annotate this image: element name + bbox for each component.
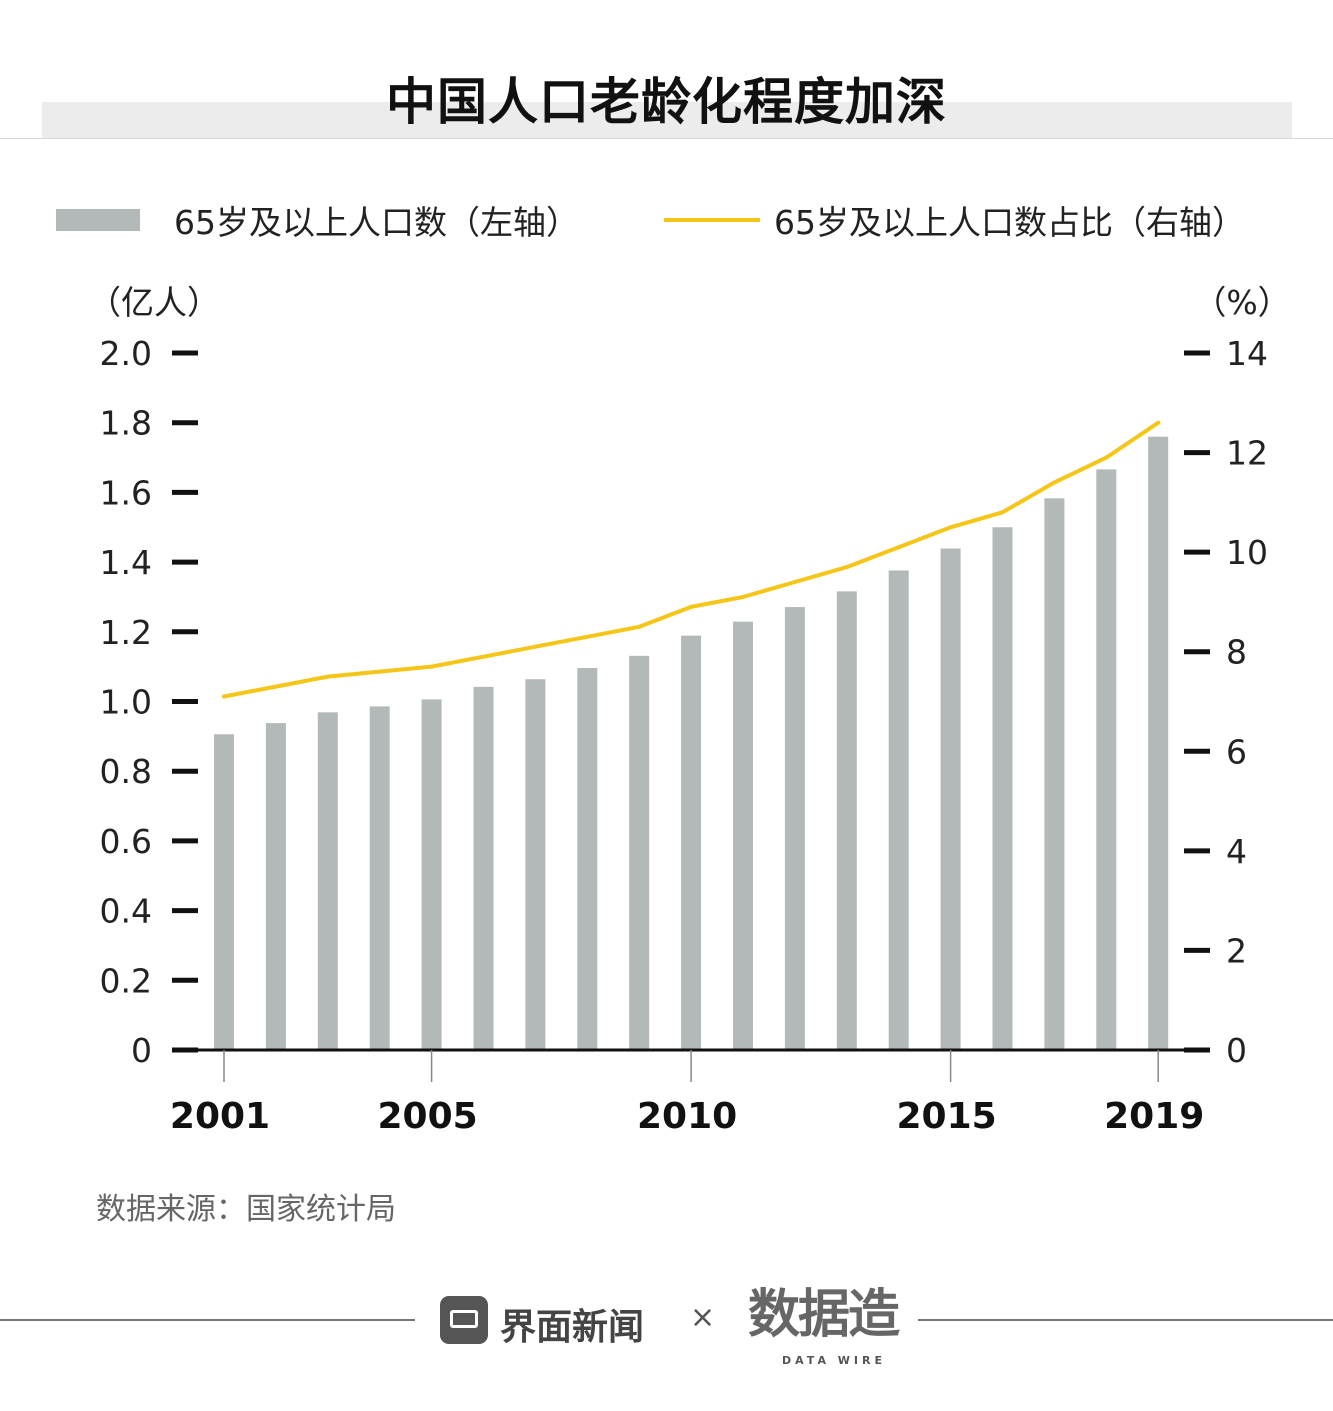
title-band — [42, 102, 1292, 138]
share-point-2002 — [273, 684, 278, 689]
left-tick-label: 0 — [131, 1031, 152, 1070]
bar-2011 — [733, 621, 753, 1050]
bar-2007 — [525, 679, 546, 1050]
x-tick-label: 2010 — [637, 1096, 737, 1137]
bar-2003 — [317, 712, 338, 1050]
share-point-2009 — [637, 624, 642, 629]
bar-2014 — [888, 570, 909, 1050]
share-point-2017 — [1052, 480, 1057, 485]
left-tick-label: 1.4 — [100, 543, 152, 582]
right-tick-label: 4 — [1226, 832, 1247, 871]
jiemian-logo-icon — [440, 1296, 488, 1344]
share-point-2013 — [844, 565, 849, 570]
share-point-2008 — [585, 634, 590, 639]
right-tick-label: 14 — [1226, 334, 1268, 373]
footer-separator: × — [690, 1300, 716, 1335]
legend-bar-series: 65岁及以上人口数（左轴） — [56, 196, 579, 244]
left-tick-label: 1.8 — [100, 404, 152, 443]
x-tick-label: 2015 — [896, 1096, 996, 1137]
share-point-2014 — [896, 545, 901, 550]
right-tick-label: 6 — [1226, 732, 1247, 771]
share-point-2015 — [948, 525, 953, 530]
bar-2016 — [992, 527, 1013, 1050]
share-point-2012 — [792, 580, 797, 585]
share-point-2018 — [1104, 455, 1109, 460]
bar-2015 — [940, 548, 961, 1050]
bar-2006 — [473, 686, 494, 1050]
share-point-2003 — [325, 674, 330, 679]
bar-2004 — [369, 706, 390, 1050]
footer-brand: 界面新闻 — [500, 1307, 645, 1348]
legend-bar-label: 65岁及以上人口数（左轴） — [174, 203, 579, 242]
right-tick-label: 0 — [1226, 1031, 1247, 1070]
left-tick-label: 1.0 — [100, 683, 152, 722]
right-tick-label: 10 — [1226, 533, 1268, 572]
bar-2010 — [681, 635, 702, 1050]
share-point-2006 — [481, 654, 486, 659]
legend-line-swatch — [664, 218, 760, 222]
right-tick-label: 12 — [1226, 434, 1268, 473]
share-point-2011 — [741, 594, 745, 599]
legend-line-label: 65岁及以上人口数占比（右轴） — [774, 203, 1245, 242]
chart-title: 中国人口老龄化程度加深 — [386, 73, 947, 131]
footer-divider-left — [0, 1319, 415, 1321]
bar-2002 — [265, 723, 286, 1050]
share-point-2010 — [689, 604, 694, 609]
bar-2019 — [1148, 436, 1169, 1050]
datawire-logo: 数据造 — [748, 1285, 900, 1345]
datawire-logo-sub: DATA WIRE — [782, 1354, 886, 1367]
bar-2012 — [784, 607, 805, 1050]
bar-2008 — [577, 668, 598, 1050]
share-point-2001 — [222, 694, 226, 699]
x-tick-label: 2019 — [1104, 1096, 1204, 1137]
x-tick-label: 2001 — [170, 1096, 270, 1137]
right-tick-label: 2 — [1226, 931, 1247, 970]
legend-bar-swatch — [56, 209, 140, 231]
share-point-2004 — [377, 669, 382, 674]
data-source: 数据来源：国家统计局 — [96, 1192, 396, 1227]
bar-2009 — [629, 655, 650, 1050]
legend-line-series: 65岁及以上人口数占比（右轴） — [664, 196, 1245, 244]
bar-2013 — [836, 591, 857, 1050]
footer-divider-right — [918, 1319, 1333, 1321]
left-tick-label: 0.4 — [100, 892, 152, 931]
left-tick-label: 0.6 — [100, 822, 152, 861]
title-divider — [0, 138, 1333, 139]
right-axis-unit: （%） — [1193, 283, 1290, 322]
bar-2018 — [1096, 469, 1117, 1050]
left-tick-label: 1.6 — [100, 473, 152, 512]
share-point-2016 — [1000, 510, 1005, 515]
bar-2017 — [1044, 498, 1065, 1051]
bar-2005 — [421, 699, 442, 1050]
share-point-2005 — [429, 664, 434, 669]
left-tick-label: 0.2 — [100, 961, 152, 1000]
right-tick-label: 8 — [1226, 633, 1247, 672]
share-point-2007 — [533, 644, 538, 649]
left-tick-label: 1.2 — [100, 613, 152, 652]
bar-2001 — [214, 734, 234, 1050]
left-tick-label: 2.0 — [100, 334, 152, 373]
left-tick-label: 0.8 — [100, 752, 152, 791]
share-point-2019 — [1156, 420, 1161, 425]
left-axis-unit: （亿人） — [88, 283, 220, 322]
x-tick-label: 2005 — [377, 1096, 477, 1137]
